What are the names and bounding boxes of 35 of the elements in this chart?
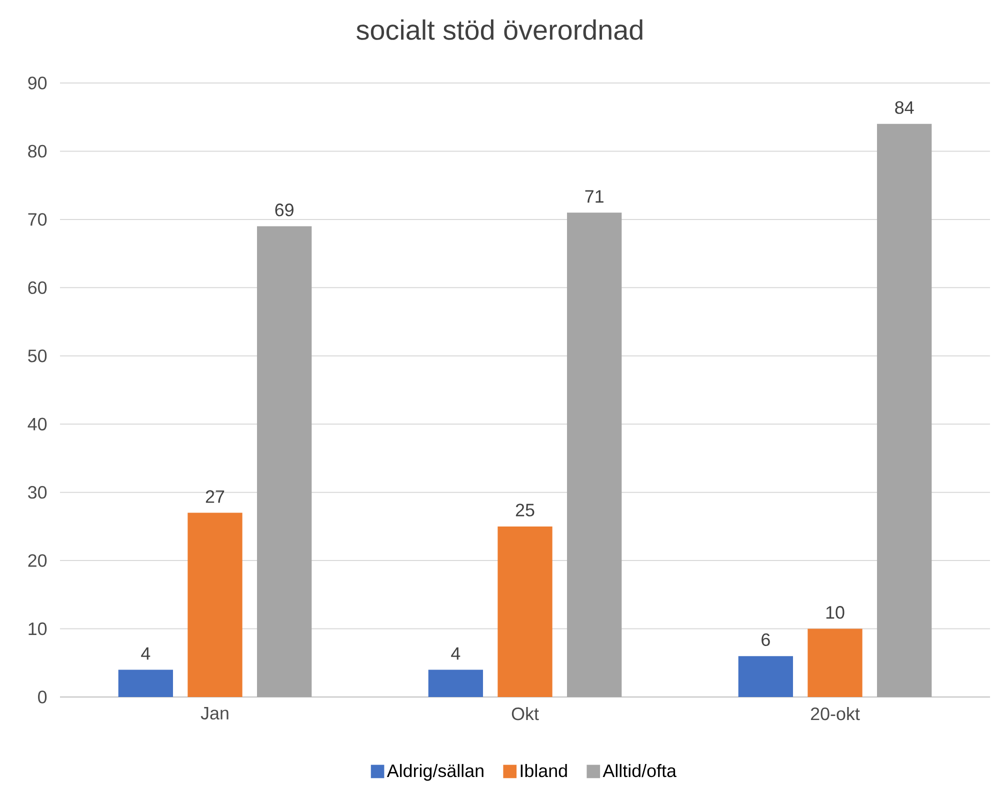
legend-label: Alltid/ofta [602,764,676,778]
bar [567,212,622,697]
data-label: 71 [585,190,604,203]
data-label: 6 [762,633,770,646]
bar [428,670,484,697]
y-tick-label: 0 [38,690,47,704]
bar [118,670,173,697]
data-label: 4 [451,647,460,660]
data-label: 69 [275,204,294,216]
legend-label: Ibland [520,764,567,778]
bar [808,628,862,697]
bar [738,656,794,697]
x-tick-label: Jan [200,707,228,720]
bar [257,226,312,697]
y-tick-label: 50 [28,350,47,362]
y-tick-label: 30 [28,486,47,499]
data-label: 84 [895,101,914,114]
bar [188,512,242,697]
data-label: 25 [516,504,534,516]
data-label: 4 [141,647,150,660]
legend-label: Aldrig/sällan [386,764,484,781]
data-label: 10 [826,606,844,619]
x-tick-label: 20-okt [810,707,860,720]
x-tick-label: Okt [512,707,539,720]
y-tick-label: 60 [28,281,47,294]
y-tick-label: 90 [28,76,47,90]
y-tick-label: 70 [28,213,47,226]
y-tick-label: 10 [28,622,47,636]
bar [877,124,932,697]
data-label: 27 [206,490,224,503]
y-tick-label: 20 [28,554,47,567]
y-tick-label: 40 [28,418,47,430]
chart-title: socialt stöd överordnad [356,19,642,40]
bar [498,526,552,697]
y-tick-label: 80 [28,144,47,158]
